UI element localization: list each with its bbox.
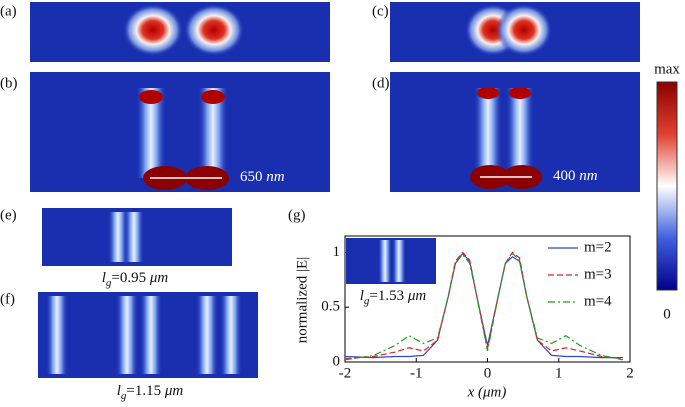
field-column — [108, 212, 128, 262]
colorbar-min: 0 — [663, 306, 671, 322]
field-column — [392, 240, 406, 282]
panel-label: (e) — [0, 207, 17, 223]
length-symbol: l — [102, 270, 106, 286]
spacing-unit: nm — [579, 168, 598, 184]
field-spot — [496, 4, 552, 56]
spacing-label: 650 nm — [240, 169, 285, 185]
colorbar — [656, 81, 678, 291]
field-column — [140, 296, 162, 374]
field-column — [220, 296, 242, 374]
y-tick-label: 1 — [333, 244, 341, 260]
field-column — [124, 212, 144, 262]
field-column — [116, 296, 138, 374]
field-column — [378, 240, 392, 282]
length-label: lg=0.95 μm — [102, 270, 169, 288]
spacing-label: 400 nm — [553, 168, 598, 184]
spacing-number: 650 — [240, 169, 263, 185]
field-spot — [201, 90, 225, 104]
x-tick-label: -2 — [339, 365, 352, 381]
length-symbol: l — [360, 288, 364, 304]
length-unit: μm — [164, 383, 184, 399]
length-sub: g — [106, 277, 112, 289]
panel-label: (c) — [372, 3, 389, 19]
length-value: =1.15 — [126, 383, 164, 399]
x-tick-label: -1 — [410, 365, 423, 381]
series-line — [344, 252, 623, 359]
y-tick-label: 0 — [333, 353, 341, 369]
panel-label: (b) — [0, 75, 18, 91]
field-column — [196, 296, 218, 374]
spacing-number: 400 — [553, 168, 576, 184]
field-spot — [509, 87, 531, 99]
panel-label: (g) — [288, 207, 306, 223]
length-value: =1.53 — [369, 288, 407, 304]
length-label: lg=1.15 μm — [117, 383, 184, 401]
colorbar-max: max — [654, 61, 680, 77]
legend-label: m=3 — [584, 266, 612, 282]
panel-label: (a) — [0, 3, 17, 19]
x-axis-label: x (μm) — [467, 384, 507, 400]
length-unit: μm — [149, 270, 169, 286]
field-spot — [477, 87, 499, 99]
panel-label: (f) — [0, 291, 15, 307]
length-value: =0.95 — [111, 270, 149, 286]
length-sub: g — [364, 295, 370, 307]
panel-label: (d) — [372, 75, 390, 91]
y-axis-label: normalized |E| — [294, 257, 310, 343]
length-sub: g — [121, 390, 127, 402]
spacing-unit: nm — [266, 169, 285, 185]
field-spot — [139, 90, 163, 104]
x-tick-label: 0 — [484, 365, 492, 381]
x-tick-label: 1 — [555, 365, 563, 381]
field-spot — [184, 4, 244, 56]
field-spot — [123, 4, 183, 56]
field-column — [506, 88, 534, 178]
legend-label: m=4 — [584, 293, 612, 309]
x-tick-label: 2 — [626, 365, 634, 381]
field-column — [474, 88, 502, 178]
length-symbol: l — [117, 383, 121, 399]
series-line — [344, 252, 624, 361]
length-unit: μm — [407, 288, 427, 304]
y-tick-label: 0.5 — [321, 299, 340, 315]
legend-label: m=2 — [584, 239, 612, 255]
length-label: lg=1.53 μm — [360, 288, 427, 306]
field-column — [46, 296, 68, 374]
